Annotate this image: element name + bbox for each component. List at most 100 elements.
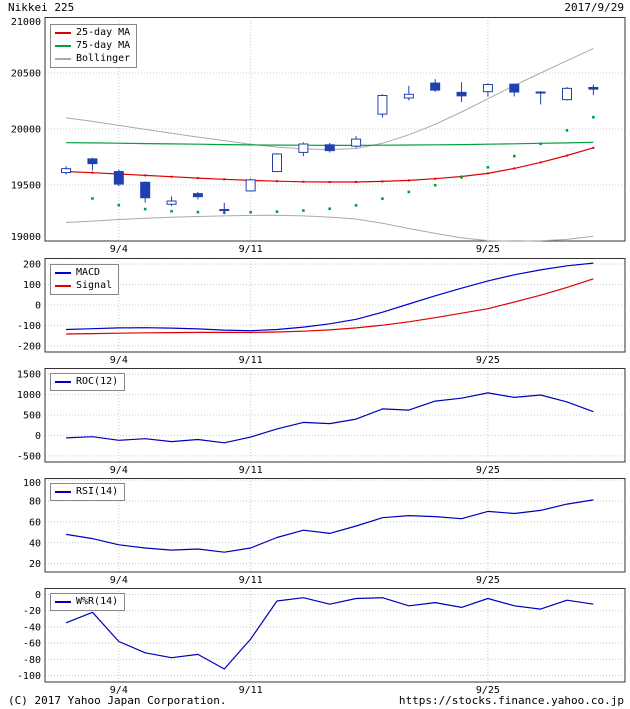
- ma25-line: [66, 147, 594, 183]
- x-tick-label: 9/4: [110, 244, 128, 255]
- macd-chart-svg: 200 100 0 -100 -200 9/4 9/11 9/25: [17, 258, 626, 366]
- panel-wpr: 0 -20 -40 -60 -80 -100 9/4 9/11 9/25 W%R(14): [0, 588, 630, 696]
- x-tick-label: 9/25: [476, 355, 500, 366]
- wpr-legend: W%R(14): [50, 593, 126, 611]
- plot-frame: [44, 258, 626, 353]
- plot-frame: [44, 478, 626, 573]
- y-tick-label: -20: [23, 606, 41, 617]
- legend-label-ma75: 75-day MA: [76, 40, 131, 51]
- grid: [45, 258, 625, 352]
- plot-frame: [44, 368, 626, 463]
- y-tick-label: 0: [35, 431, 41, 442]
- signal-line: [66, 278, 594, 335]
- legend-item: 25-day MA: [55, 27, 130, 39]
- legend-item: W%R(14): [55, 596, 118, 608]
- x-tick-label: 9/11: [239, 465, 263, 476]
- y-tick-label: -100: [17, 671, 41, 682]
- rsi-swatch: [55, 491, 71, 493]
- bollinger-lower-line: [66, 214, 594, 242]
- macd-line: [66, 262, 594, 332]
- y-tick-label: 40: [29, 538, 41, 549]
- y-tick-label: 20500: [11, 69, 41, 80]
- x-tick-label: 9/11: [239, 575, 263, 586]
- x-tick-label: 9/11: [239, 355, 263, 366]
- panel-price: 21000 20500 20000 19500 19000 9/4 9/11 9/25 25-…: [0, 17, 630, 255]
- y-tick-label: 0: [35, 301, 41, 312]
- y-tick-label: 1500: [17, 370, 41, 381]
- y-tick-label: -200: [17, 341, 41, 352]
- page-title: Nikkei 225: [8, 1, 75, 14]
- signal-swatch: [55, 285, 71, 287]
- roc-chart-svg: 1500 1000 500 0 -500 9/4 9/11 9/25: [17, 368, 626, 476]
- legend-label-macd: MACD: [76, 267, 101, 278]
- y-tick-label: 1000: [17, 390, 41, 401]
- rsi-legend: RSI(14): [50, 483, 126, 501]
- y-tick-label: 20000: [11, 125, 41, 136]
- rsi-14--line: [66, 499, 594, 553]
- y-tick-label: 100: [23, 280, 41, 291]
- ma-dot-markers: [91, 115, 595, 214]
- panel-roc: 1500 1000 500 0 -500 9/4 9/11 9/25 ROC(12): [0, 368, 630, 476]
- x-tick-label: 9/4: [110, 465, 128, 476]
- rsi-chart-svg: 100 80 60 40 20 9/4 9/11 9/25: [23, 478, 626, 586]
- bollinger-upper-line: [66, 47, 594, 151]
- source-url: https://stocks.finance.yahoo.co.jp: [398, 694, 624, 707]
- ma75-swatch: [55, 45, 71, 47]
- legend-label-roc: ROC(12): [76, 376, 119, 387]
- x-tick-label: 9/4: [110, 355, 128, 366]
- legend-label-rsi: RSI(14): [76, 486, 119, 497]
- legend-label-signal: Signal: [76, 280, 113, 291]
- legend-item: RSI(14): [55, 486, 118, 498]
- candlesticks: [61, 79, 599, 215]
- w-r-14--line: [65, 597, 594, 670]
- roc-swatch: [55, 381, 71, 383]
- wpr-chart-svg: 0 -20 -40 -60 -80 -100 9/4 9/11 9/25: [17, 588, 626, 696]
- legend-item: ROC(12): [55, 376, 118, 388]
- ma25-swatch: [55, 32, 71, 34]
- grid: [45, 368, 625, 462]
- plot-frame: [44, 588, 626, 683]
- y-tick-label: 20: [29, 559, 41, 570]
- x-tick-label: 9/25: [476, 575, 500, 586]
- legend-item: Signal: [55, 280, 112, 292]
- legend-label-bollinger: Bollinger: [76, 53, 131, 64]
- legend-item: Bollinger: [55, 53, 130, 65]
- y-tick-label: 0: [35, 590, 41, 601]
- copyright-text: (C) 2017 Yahoo Japan Corporation.: [8, 694, 227, 707]
- legend-label-ma25: 25-day MA: [76, 27, 131, 38]
- y-tick-label: 80: [29, 496, 41, 507]
- bollinger-swatch: [55, 58, 71, 60]
- x-tick-label: 9/25: [476, 244, 500, 255]
- x-tick-label: 9/11: [239, 685, 263, 696]
- y-tick-label: -500: [17, 451, 41, 462]
- grid: [45, 588, 625, 682]
- macd-swatch: [55, 272, 71, 274]
- x-tick-label: 9/25: [476, 685, 500, 696]
- x-tick-label: 9/4: [110, 575, 128, 586]
- price-chart-svg: 21000 20500 20000 19500 19000 9/4 9/11 9/25: [11, 17, 626, 255]
- y-tick-label: -60: [23, 639, 41, 650]
- y-tick-label: -40: [23, 622, 41, 633]
- roc-legend: ROC(12): [50, 373, 126, 391]
- macd-legend: MACD Signal: [50, 264, 120, 295]
- header: Nikkei 225 2017/9/29: [8, 1, 624, 15]
- chart-date: 2017/9/29: [564, 1, 624, 14]
- y-tick-label: 100: [23, 478, 41, 489]
- panel-macd: 200 100 0 -100 -200 9/4 9/11 9/25 MACD Signal: [0, 258, 630, 366]
- y-tick-label: 500: [23, 411, 41, 422]
- wpr-swatch: [55, 601, 71, 603]
- footer: (C) 2017 Yahoo Japan Corporation. https:…: [8, 694, 624, 707]
- plot-frame: [44, 17, 626, 242]
- x-tick-label: 9/25: [476, 465, 500, 476]
- legend-item: MACD: [55, 267, 112, 279]
- y-tick-label: 19000: [11, 232, 41, 243]
- y-tick-label: 21000: [11, 17, 41, 28]
- legend-item: 75-day MA: [55, 40, 130, 52]
- y-tick-label: 200: [23, 260, 41, 271]
- y-tick-label: 19500: [11, 181, 41, 192]
- x-tick-label: 9/11: [239, 244, 263, 255]
- grid: [45, 478, 625, 572]
- legend-label-wpr: W%R(14): [76, 596, 119, 607]
- y-tick-label: 60: [29, 517, 41, 528]
